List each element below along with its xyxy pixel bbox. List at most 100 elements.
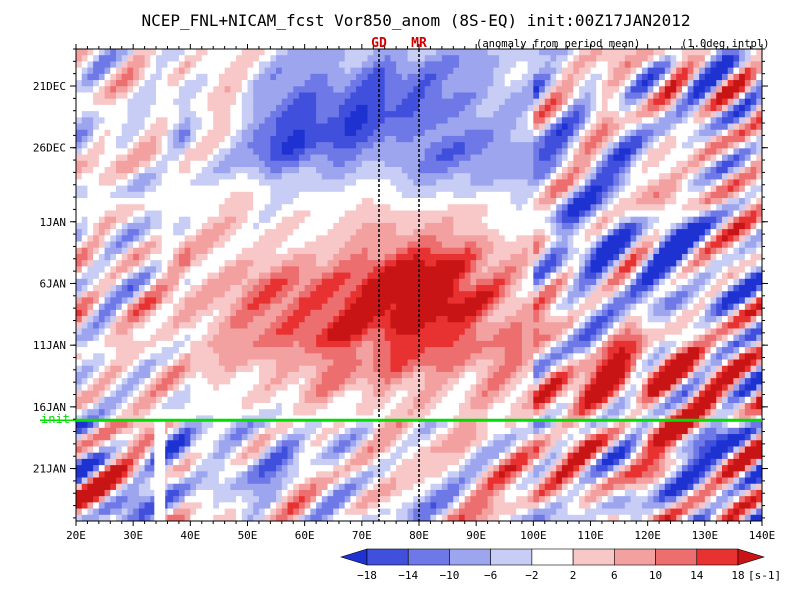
field-cell: [579, 86, 586, 94]
field-cell: [207, 272, 214, 280]
field-cell: [419, 67, 426, 75]
field-cell: [247, 123, 254, 131]
field-cell: [76, 297, 83, 305]
field-cell: [744, 241, 752, 249]
field-cell: [619, 61, 626, 69]
field-cell: [396, 160, 403, 168]
field-cell: [281, 216, 289, 224]
field-cell: [539, 204, 546, 212]
field-cell: [670, 160, 677, 168]
field-cell: [361, 135, 369, 143]
field-cell: [178, 216, 186, 224]
field-cell: [127, 185, 134, 193]
field-cell: [533, 173, 540, 181]
field-cell: [367, 216, 374, 224]
field-cell: [447, 198, 454, 205]
field-cell: [167, 73, 174, 81]
field-cell: [590, 210, 597, 218]
field-cell: [344, 241, 351, 249]
field-cell: [419, 92, 426, 100]
field-cell: [230, 104, 237, 112]
field-cell: [533, 266, 540, 274]
field-cell: [87, 55, 94, 63]
field-cell: [133, 135, 140, 143]
field-cell: [670, 173, 677, 181]
field-cell: [619, 247, 626, 255]
field-cell: [390, 98, 397, 106]
field-cell: [539, 272, 546, 280]
field-cell: [744, 204, 752, 212]
field-cell: [367, 111, 374, 118]
field-cell: [127, 173, 134, 181]
field-cell: [721, 49, 729, 56]
field-cell: [407, 167, 414, 174]
field-cell: [333, 229, 340, 236]
field-cell: [470, 253, 477, 261]
field-cell: [681, 86, 689, 94]
field-cell: [733, 253, 740, 261]
field-cell: [727, 142, 735, 149]
field-cell: [567, 154, 574, 162]
field-cell: [213, 129, 220, 137]
field-cell: [481, 185, 489, 193]
field-cell: [607, 111, 614, 118]
field-cell: [401, 297, 409, 305]
field-cell: [613, 297, 620, 305]
field-cell: [293, 123, 300, 131]
field-cell: [476, 210, 483, 218]
field-cell: [681, 235, 689, 243]
field-cell: [373, 67, 380, 75]
field-cell: [596, 160, 603, 168]
field-cell: [464, 260, 472, 267]
field-cell: [224, 129, 231, 137]
field-cell: [504, 104, 512, 112]
field-cell: [241, 160, 249, 168]
field-cell: [167, 210, 174, 218]
field-cell: [670, 117, 677, 125]
field-cell: [247, 247, 254, 255]
field-cell: [384, 253, 392, 261]
field-cell: [178, 73, 186, 81]
field-cell: [338, 92, 346, 100]
field-cell: [436, 185, 443, 193]
field-cell: [264, 179, 271, 187]
field-cell: [104, 247, 111, 255]
field-cell: [373, 92, 380, 100]
field-cell: [373, 142, 380, 149]
field-cell: [276, 272, 283, 280]
field-cell: [127, 266, 134, 274]
field-cell: [516, 241, 523, 249]
field-cell: [733, 297, 740, 305]
field-cell: [127, 191, 134, 199]
field-cell: [298, 86, 306, 94]
field-cell: [419, 229, 426, 236]
field-cell: [264, 260, 271, 267]
field-cell: [607, 253, 614, 261]
field-cell: [127, 297, 134, 305]
field-cell: [241, 92, 249, 100]
field-cell: [384, 241, 392, 249]
field-row: [76, 123, 762, 131]
field-cell: [327, 73, 334, 81]
field-cell: [659, 160, 666, 168]
field-cell: [424, 222, 432, 230]
field-cell: [110, 260, 117, 267]
field-cell: [298, 154, 306, 162]
field-cell: [207, 291, 214, 299]
field-cell: [436, 129, 443, 137]
field-cell: [98, 173, 106, 181]
field-cell: [327, 179, 334, 187]
field-cell: [281, 123, 289, 131]
field-cell: [333, 247, 340, 255]
field-cell: [699, 73, 706, 81]
field-cell: [647, 142, 654, 149]
field-cell: [504, 167, 512, 174]
field-cell: [464, 278, 472, 286]
field-cell: [298, 272, 306, 280]
field-cell: [636, 123, 643, 131]
field-cell: [310, 129, 317, 137]
field-cell: [453, 148, 460, 156]
field-cell: [584, 61, 592, 69]
field-cell: [739, 55, 746, 63]
field-cell: [544, 148, 552, 156]
